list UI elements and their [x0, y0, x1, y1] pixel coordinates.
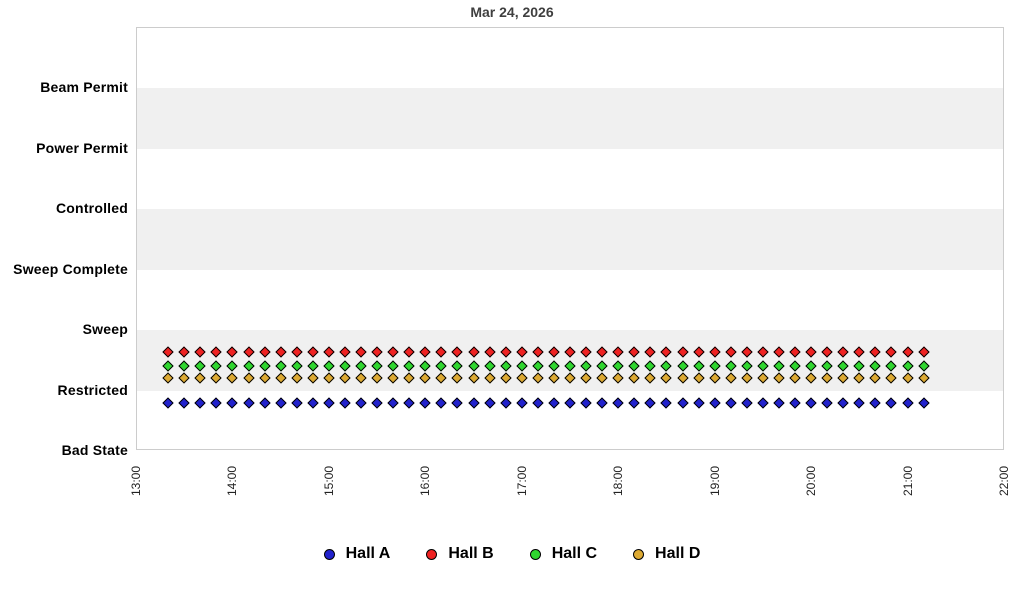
x-tick-label: 16:00 [418, 465, 433, 497]
x-tick-label: 15:00 [321, 465, 336, 497]
legend-marker-icon [426, 548, 438, 560]
y-category-label: Controlled [56, 200, 128, 217]
legend-item-hall-a: Hall A [323, 545, 391, 563]
legend-label: Hall C [551, 545, 598, 562]
legend-item-hall-b: Hall B [426, 545, 494, 563]
chart-title: Mar 24, 2026 [470, 4, 554, 20]
legend-marker-icon [529, 548, 541, 560]
band-row [137, 270, 1003, 330]
x-tick-label: 22:00 [997, 465, 1011, 497]
legend-marker-icon [323, 548, 335, 560]
x-tick-label: 18:00 [611, 465, 626, 497]
y-category-label: Sweep Complete [13, 260, 128, 277]
legend-label: Hall D [655, 545, 701, 562]
band-row [137, 28, 1003, 88]
legend-label: Hall B [448, 545, 494, 562]
x-tick-label: 19:00 [707, 465, 722, 497]
band-row [137, 88, 1003, 149]
x-tick-label: 13:00 [129, 465, 143, 497]
x-tick-label: 20:00 [804, 465, 819, 497]
y-category-label: Beam Permit [40, 79, 128, 96]
x-tick-label: 14:00 [225, 465, 240, 497]
legend-label: Hall A [345, 545, 391, 562]
legend-item-hall-d: Hall D [633, 545, 700, 563]
x-tick-label: 17:00 [514, 465, 529, 497]
y-category-label: Sweep [82, 321, 128, 338]
band-row [137, 149, 1003, 209]
legend-marker-icon [633, 548, 645, 560]
y-category-label: Bad State [61, 442, 128, 458]
x-tick-label: 21:00 [900, 465, 915, 497]
legend: Hall A Hall B Hall C Hall D [0, 542, 1024, 566]
plot-area [136, 27, 1004, 450]
y-category-label: Power Permit [36, 139, 128, 156]
band-row [137, 209, 1003, 270]
y-category-label: Restricted [57, 381, 128, 398]
legend-item-hall-c: Hall C [529, 545, 598, 563]
